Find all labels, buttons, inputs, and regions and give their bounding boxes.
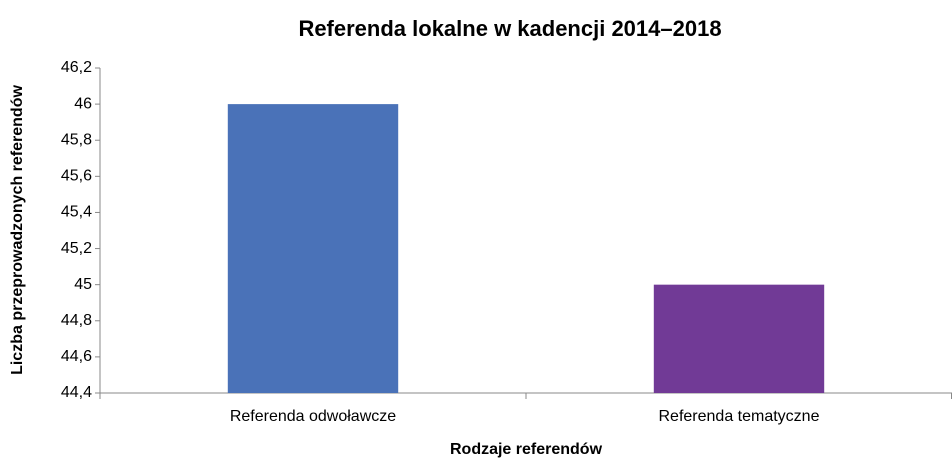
bar <box>227 104 399 393</box>
bar <box>653 284 825 393</box>
y-tick-label: 46,2 <box>61 59 92 76</box>
x-axis-title: Rodzaje referendów <box>450 441 603 458</box>
y-tick-label: 44,4 <box>61 384 92 401</box>
y-tick-label: 46 <box>74 95 92 112</box>
y-tick-label: 45,8 <box>61 131 92 148</box>
x-tick-label: Referenda odwoławcze <box>230 408 396 425</box>
y-tick-label: 44,6 <box>61 348 92 365</box>
y-tick-label: 45,6 <box>61 168 92 185</box>
y-axis-title: Liczba przeprowadzonych referendów <box>9 85 26 375</box>
y-tick-label: 45 <box>74 276 92 293</box>
chart-title: Referenda lokalne w kadencji 2014–2018 <box>298 16 721 41</box>
y-tick-label: 45,4 <box>61 204 92 221</box>
y-tick-label: 44,8 <box>61 312 92 329</box>
x-tick-label: Referenda tematyczne <box>659 408 820 425</box>
y-tick-label: 45,2 <box>61 240 92 257</box>
